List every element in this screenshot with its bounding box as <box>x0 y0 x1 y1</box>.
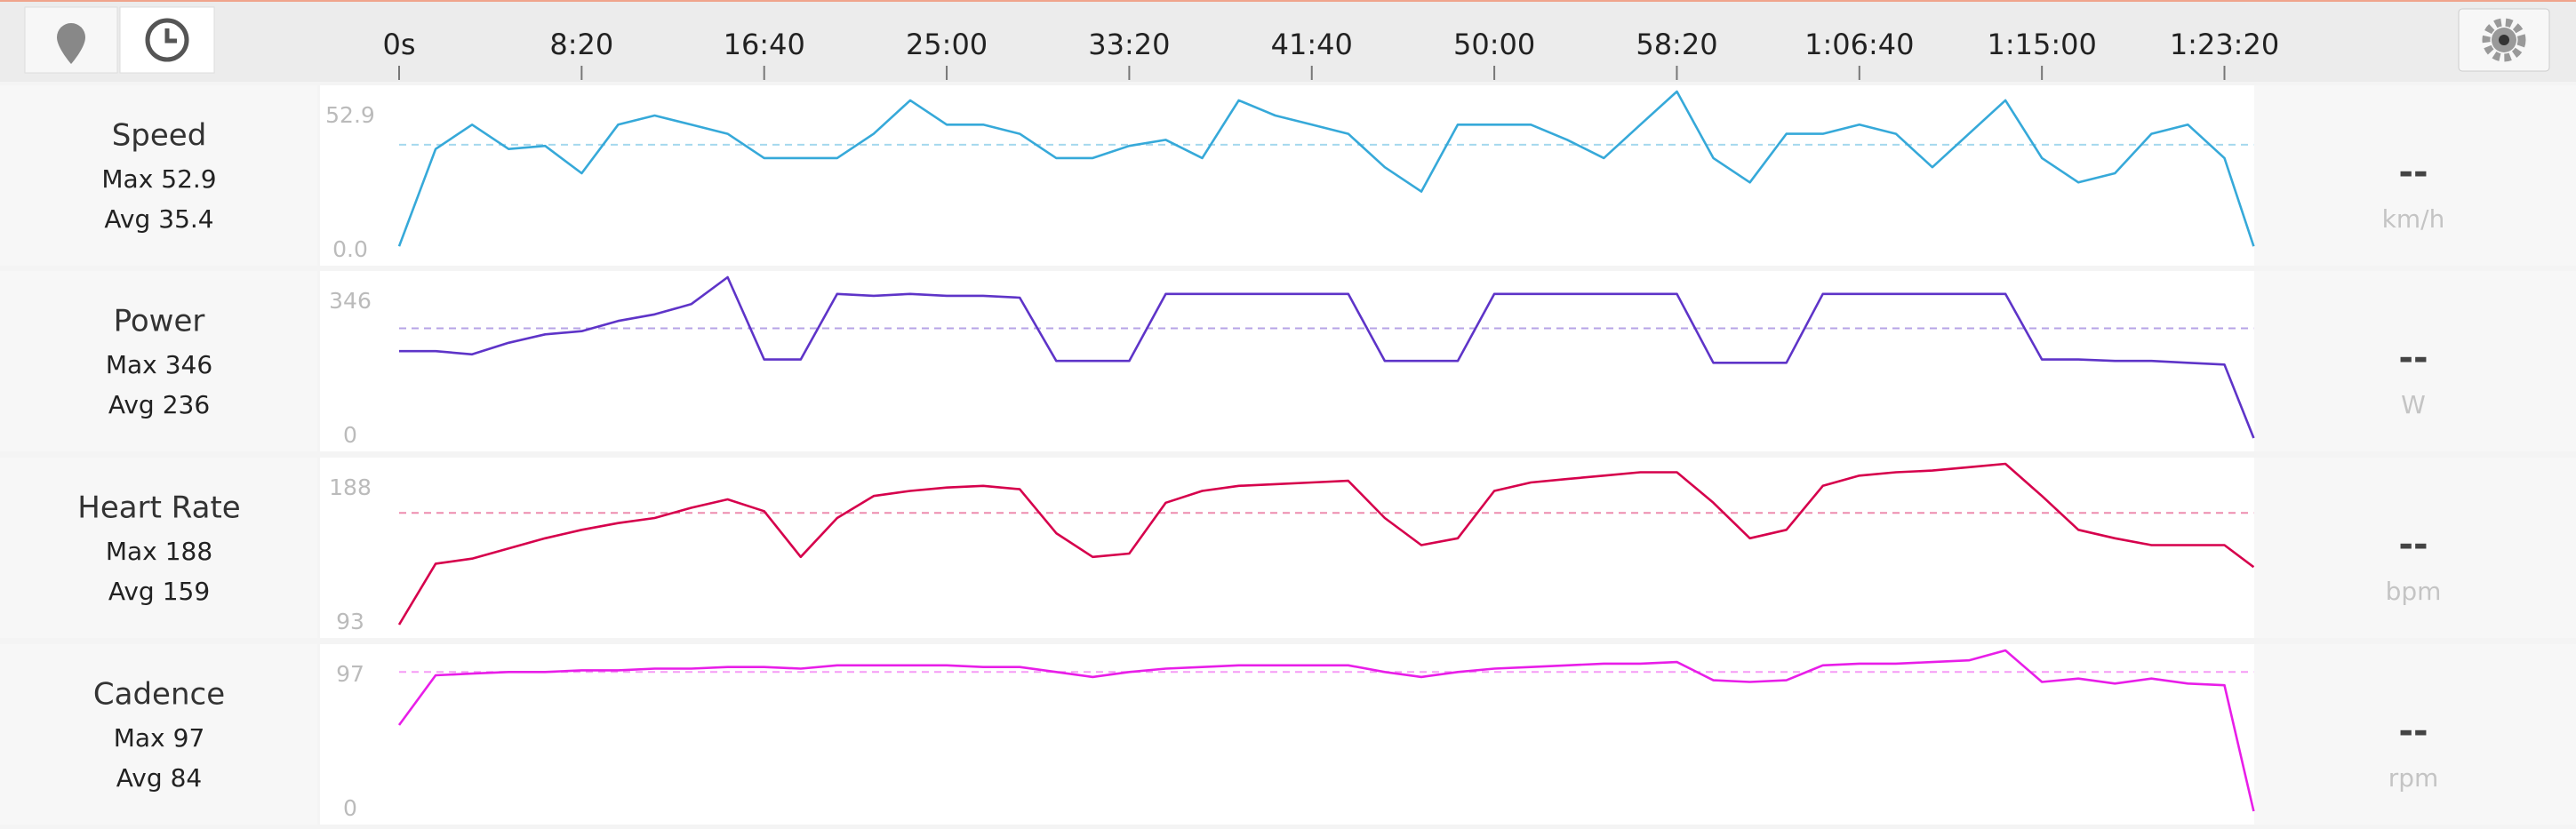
y-tick-label: 52.9 <box>325 102 375 128</box>
metric-stat: Avg 159 <box>108 577 210 606</box>
stat-value: 35.4 <box>158 204 213 234</box>
plot-area <box>320 644 2254 825</box>
value-panel <box>2254 271 2576 451</box>
metric-stat: Max 97 <box>114 723 205 753</box>
stat-value: 52.9 <box>161 164 216 194</box>
metric-stat: Avg 236 <box>108 390 210 419</box>
clock-hands <box>164 28 177 44</box>
y-tick-label: 188 <box>329 474 372 500</box>
stat-label: Max <box>114 723 165 753</box>
unit-label: W <box>2401 390 2426 419</box>
stat-value: 84 <box>171 763 203 793</box>
pin-icon <box>57 23 85 64</box>
time-tick-label: 58:20 <box>1636 28 1717 61</box>
stat-label: Avg <box>104 204 150 234</box>
metric-title: Speed <box>112 118 207 154</box>
metric-stat: Max 188 <box>106 537 212 566</box>
label-panel <box>0 85 317 266</box>
time-tick-label: 1:15:00 <box>1987 28 2096 61</box>
data-line <box>399 275 2255 439</box>
time-tick-label: 33:20 <box>1088 28 1170 61</box>
stat-label: Avg <box>116 763 163 793</box>
y-tick-label: 0.0 <box>332 236 368 262</box>
time-button[interactable] <box>119 6 215 74</box>
stat-label: Avg <box>108 577 155 606</box>
y-tick-label: 97 <box>336 661 364 687</box>
value-panel <box>2254 85 2576 266</box>
metric-stat: Max 346 <box>106 350 212 379</box>
metric-stat: Avg 35.4 <box>104 204 213 234</box>
stat-value: 236 <box>163 390 210 419</box>
stat-label: Max <box>106 350 157 379</box>
value-panel <box>2254 644 2576 825</box>
data-line <box>397 90 2255 247</box>
top-border <box>0 0 2576 2</box>
unit-label: bpm <box>2386 577 2442 606</box>
label-panel <box>0 458 317 638</box>
stat-value: 97 <box>173 723 205 753</box>
metric-stat: Max 52.9 <box>101 164 216 194</box>
stat-label: Max <box>101 164 153 194</box>
time-tick-label: 1:06:40 <box>1804 28 1914 61</box>
settings-button[interactable] <box>2458 8 2550 72</box>
unit-label: km/h <box>2382 204 2445 234</box>
metric-stat: Avg 84 <box>116 763 203 793</box>
stat-value: 188 <box>165 537 212 566</box>
metric-title: Heart Rate <box>77 490 240 526</box>
toolbar <box>0 0 2576 82</box>
label-panel <box>0 271 317 451</box>
y-tick-label: 346 <box>329 288 372 314</box>
current-value: -- <box>2398 338 2428 379</box>
time-tick-label: 25:00 <box>906 28 988 61</box>
time-tick-label: 16:40 <box>724 28 805 61</box>
y-tick-label: 0 <box>343 795 357 821</box>
metric-title: Cadence <box>93 677 225 713</box>
time-tick-label: 8:20 <box>549 28 613 61</box>
stat-value: 346 <box>165 350 212 379</box>
stat-label: Max <box>106 537 157 566</box>
current-value: -- <box>2398 152 2428 193</box>
y-tick-label: 0 <box>343 422 357 448</box>
current-value: -- <box>2398 524 2428 565</box>
data-line <box>397 462 2255 626</box>
plot-area <box>320 458 2254 638</box>
unit-label: rpm <box>2388 763 2439 793</box>
stat-label: Avg <box>108 390 155 419</box>
plot-area <box>320 85 2254 266</box>
time-tick-label: 0s <box>382 28 415 61</box>
time-tick-label: 1:23:20 <box>2170 28 2279 61</box>
y-tick-label: 93 <box>336 609 364 634</box>
time-tick-label: 50:00 <box>1453 28 1535 61</box>
label-panel <box>0 644 317 825</box>
plot-area <box>320 271 2254 451</box>
current-value: -- <box>2398 711 2428 752</box>
map-button[interactable] <box>24 6 118 74</box>
gear-hole <box>2499 35 2509 45</box>
time-tick-label: 41:40 <box>1271 28 1353 61</box>
stat-value: 159 <box>163 577 210 606</box>
metric-title: Power <box>114 304 205 339</box>
data-line <box>397 649 2255 812</box>
gear-teeth <box>2482 18 2526 62</box>
value-panel <box>2254 458 2576 638</box>
clock-icon <box>145 18 189 62</box>
